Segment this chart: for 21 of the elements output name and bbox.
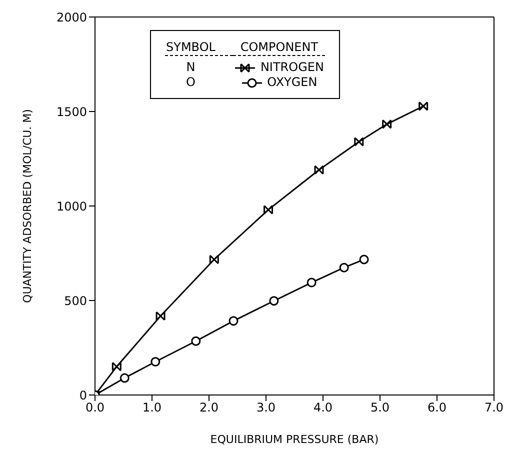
x-tick-label: 7.0 bbox=[484, 400, 504, 415]
x-tick-label: 2.0 bbox=[199, 400, 219, 415]
x-tick-label: 3.0 bbox=[256, 400, 276, 415]
x-tick-label: 1.0 bbox=[142, 400, 162, 415]
legend-label: NITROGEN bbox=[259, 59, 325, 75]
y-tick-label: 1500 bbox=[56, 104, 87, 119]
y-axis-title: QUANTITY ADSORBED (MOL/CU. M) bbox=[20, 109, 34, 303]
annotation: SYMBOL bbox=[165, 39, 234, 56]
legend-label: OXYGEN bbox=[266, 75, 318, 90]
y-tick-label: 0 bbox=[79, 388, 87, 402]
y-tick-label: 1000 bbox=[56, 199, 87, 214]
x-axis-title: EQUILIBRIUM PRESSURE (BAR) bbox=[210, 433, 379, 446]
x-tick-label: 0.0 bbox=[85, 400, 105, 415]
x-tick-label: 5.0 bbox=[370, 400, 390, 415]
y-tick-label: 500 bbox=[64, 294, 87, 308]
x-tick-label: 4.0 bbox=[313, 400, 333, 415]
annotation: O bbox=[185, 75, 196, 90]
legend-title: COMPONENT bbox=[233, 39, 325, 56]
y-tick-label: 2000 bbox=[56, 10, 87, 24]
annotation: N bbox=[185, 59, 196, 75]
x-tick-label: 6.0 bbox=[427, 400, 447, 415]
